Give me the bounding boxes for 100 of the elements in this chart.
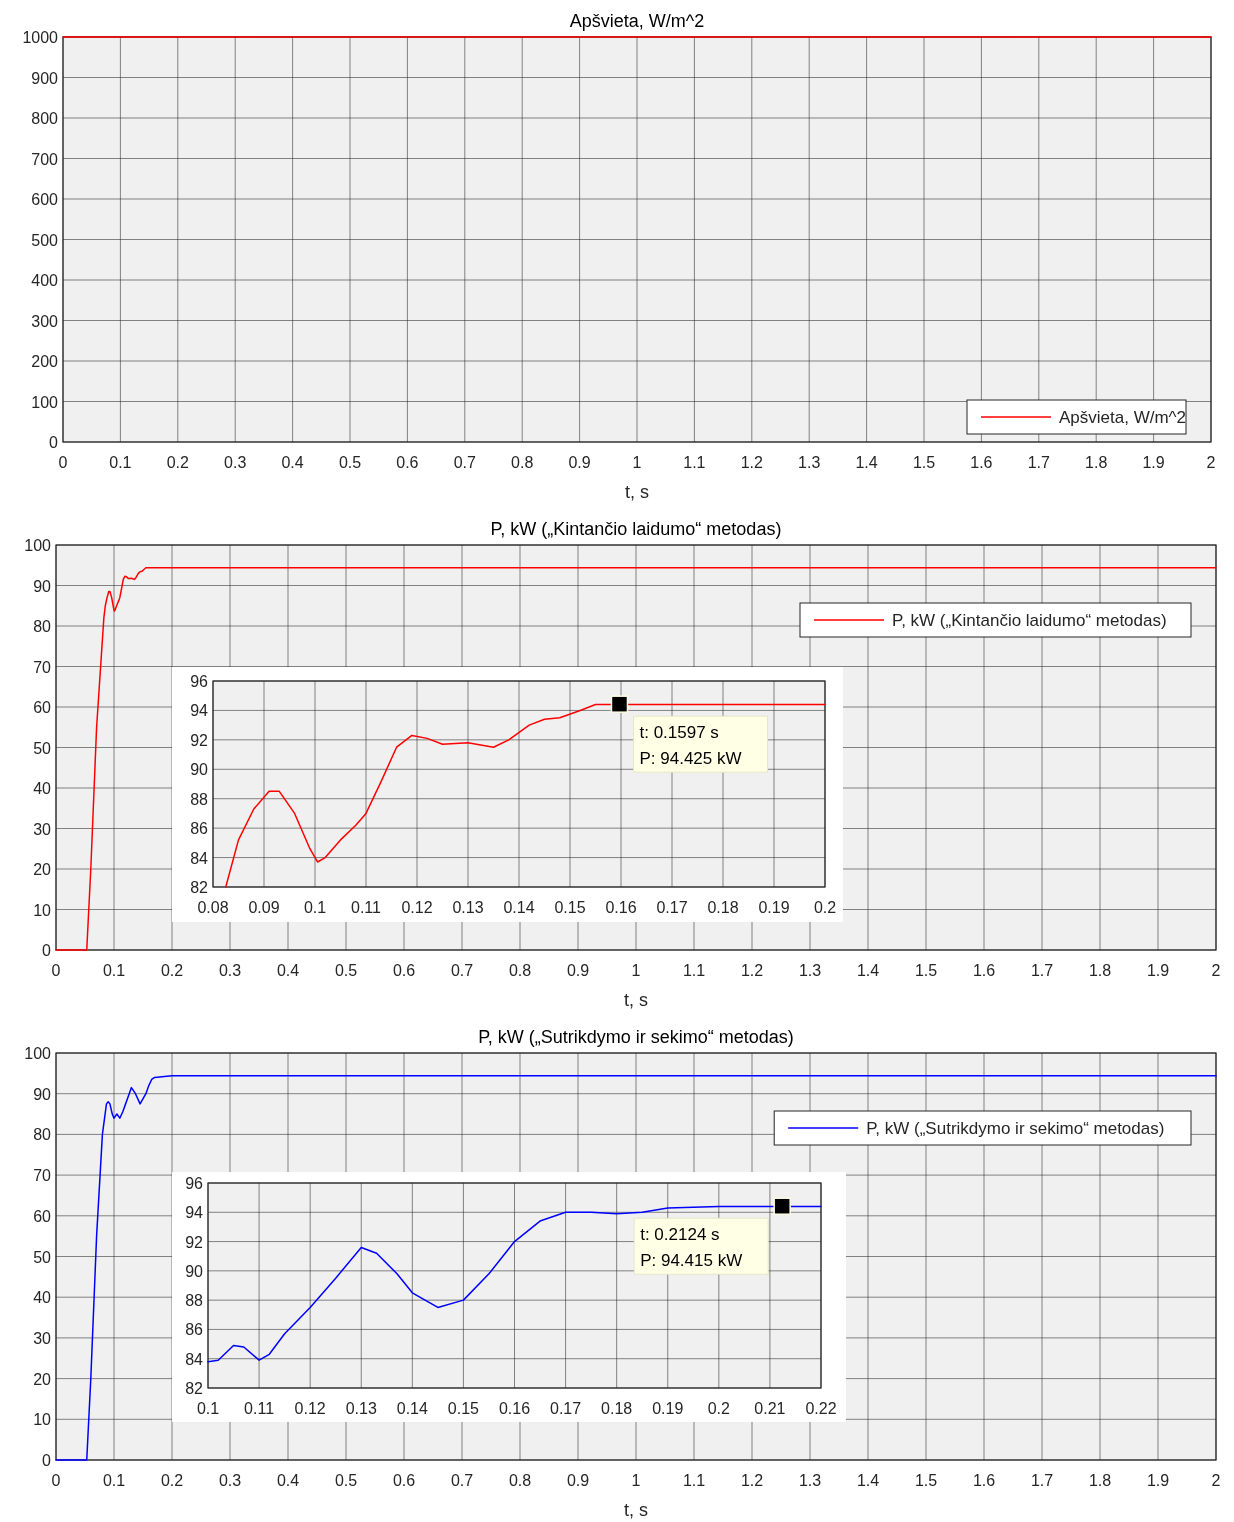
x-tick-label: 1.3 (798, 962, 822, 979)
x-tick-label: 0.14 (503, 899, 535, 916)
x-tick-label: 0.9 (568, 454, 591, 471)
y-tick-label: 70 (33, 658, 52, 676)
y-tick-label: 600 (31, 191, 59, 208)
x-tick-label: 0.2 (707, 1400, 731, 1417)
line-series (207, 1205, 822, 1363)
x-tick-label: 1.3 (798, 454, 821, 471)
y-tick-label: 0 (49, 434, 59, 451)
x-tick-label: 0.21 (754, 1400, 786, 1417)
x-tick-label: 0.1 (109, 454, 132, 471)
x-tick-label: 0.7 (450, 962, 474, 979)
y-tick-label: 94 (185, 1204, 204, 1222)
y-tick-label: 300 (31, 312, 59, 330)
y-tick-label: 40 (33, 1289, 52, 1307)
x-tick-label: 0.2 (160, 1472, 184, 1489)
x-tick-label: 0.17 (550, 1400, 582, 1417)
x-tick-label: 1.9 (1146, 962, 1170, 979)
y-tick-label: 90 (33, 1085, 52, 1103)
x-tick-label: 0.9 (566, 1472, 590, 1489)
y-tick-label: 0 (42, 1452, 52, 1469)
y-tick-label: 20 (33, 1370, 52, 1388)
y-tick-label: 30 (33, 1329, 52, 1347)
x-tick-label: 1.1 (682, 1472, 706, 1489)
x-tick-label: 1.8 (1085, 454, 1108, 471)
y-tick-label: 40 (33, 780, 52, 797)
x-tick-label: 1.2 (740, 1472, 764, 1489)
x-tick-label: 1.5 (912, 454, 936, 471)
x-tick-label: 0.16 (605, 899, 637, 916)
y-tick-label: 82 (190, 879, 209, 896)
annotation: P: 94.415 kW (640, 1251, 743, 1271)
x-tick-label: 0.6 (392, 962, 416, 979)
x-tick-label: 1.5 (914, 1472, 938, 1489)
x-axis-title: t, s (623, 990, 649, 1010)
y-tick-label: 200 (31, 353, 59, 370)
x-tick-label: 1.8 (1088, 1472, 1112, 1489)
x-tick-label: 0.11 (244, 1400, 275, 1417)
x-tick-label: 0.3 (218, 962, 242, 979)
y-tick-label: 84 (190, 849, 209, 867)
x-tick-label: 1.6 (972, 962, 996, 979)
x-tick-label: 1.7 (1030, 1472, 1054, 1489)
x-tick-label: 1 (631, 962, 641, 979)
x-tick-label: 0.19 (652, 1400, 684, 1417)
x-tick-label: 0.14 (396, 1400, 429, 1417)
x-tick-label: 2 (1206, 454, 1216, 471)
y-tick-label: 10 (33, 901, 52, 919)
y-tick-label: 70 (33, 1167, 52, 1185)
legend-label: Apšvieta, W/m^2 (1059, 408, 1187, 427)
x-tick-label: 0.7 (450, 1472, 474, 1489)
x-tick-label: 0.22 (805, 1400, 837, 1417)
y-tick-label: 50 (33, 1248, 52, 1266)
x-tick-label: 0.11 (351, 899, 382, 916)
y-tick-label: 700 (31, 150, 59, 168)
x-tick-label: 0.12 (401, 899, 433, 916)
y-tick-label: 88 (185, 1292, 204, 1310)
x-tick-label: 0.13 (452, 899, 484, 916)
chart-title: P, kW („Sutrikdymo ir sekimo“ metodas) (478, 1027, 794, 1047)
x-tick-label: 0.12 (294, 1400, 326, 1417)
x-tick-label: 0.5 (334, 1472, 358, 1489)
x-axis-title: t, s (623, 1500, 649, 1520)
x-axis-title: t, s (624, 482, 650, 502)
x-tick-label: 2 (1211, 1472, 1221, 1489)
x-tick-label: 1.7 (1027, 454, 1051, 471)
x-tick-label: 1.2 (740, 454, 764, 471)
y-tick-label: 92 (190, 731, 209, 749)
x-tick-label: 0.6 (392, 1472, 416, 1489)
annotation: t: 0.1597 s (639, 723, 719, 743)
y-tick-label: 100 (24, 1045, 52, 1062)
x-tick-label: 0.15 (554, 899, 586, 916)
annotation: P: 94.425 kW (639, 749, 742, 769)
y-tick-label: 20 (33, 861, 52, 878)
y-tick-label: 92 (185, 1233, 204, 1251)
x-tick-label: 2 (1211, 962, 1221, 979)
x-tick-label: 1 (631, 1472, 641, 1489)
x-tick-label: 0.17 (656, 899, 688, 916)
x-tick-label: 0.1 (196, 1400, 220, 1417)
x-tick-label: 0.6 (396, 454, 419, 471)
y-tick-label: 800 (31, 110, 59, 127)
x-tick-label: 0.5 (338, 454, 362, 471)
x-tick-label: 1.4 (856, 962, 880, 979)
y-tick-label: 400 (31, 272, 59, 289)
y-tick-label: 88 (190, 790, 209, 808)
x-tick-label: 0.8 (508, 1472, 532, 1489)
x-tick-label: 1.6 (970, 454, 993, 471)
x-tick-label: 0.4 (276, 962, 300, 979)
y-tick-label: 90 (33, 577, 52, 595)
y-tick-label: 60 (33, 1207, 52, 1225)
x-tick-label: 0.2 (813, 899, 837, 916)
x-tick-label: 0.19 (758, 899, 790, 916)
x-tick-label: 0.9 (566, 962, 590, 979)
y-tick-label: 50 (33, 739, 52, 757)
x-tick-label: 1.9 (1146, 1472, 1170, 1489)
x-tick-label: 0.1 (303, 899, 327, 916)
y-tick-label: 86 (190, 820, 209, 838)
x-tick-label: 0.09 (248, 899, 280, 916)
y-tick-label: 100 (31, 393, 59, 411)
x-tick-label: 0.13 (345, 1400, 377, 1417)
line-series (225, 703, 826, 888)
y-tick-label: 10 (33, 1411, 52, 1429)
x-tick-label: 1.4 (855, 454, 878, 471)
